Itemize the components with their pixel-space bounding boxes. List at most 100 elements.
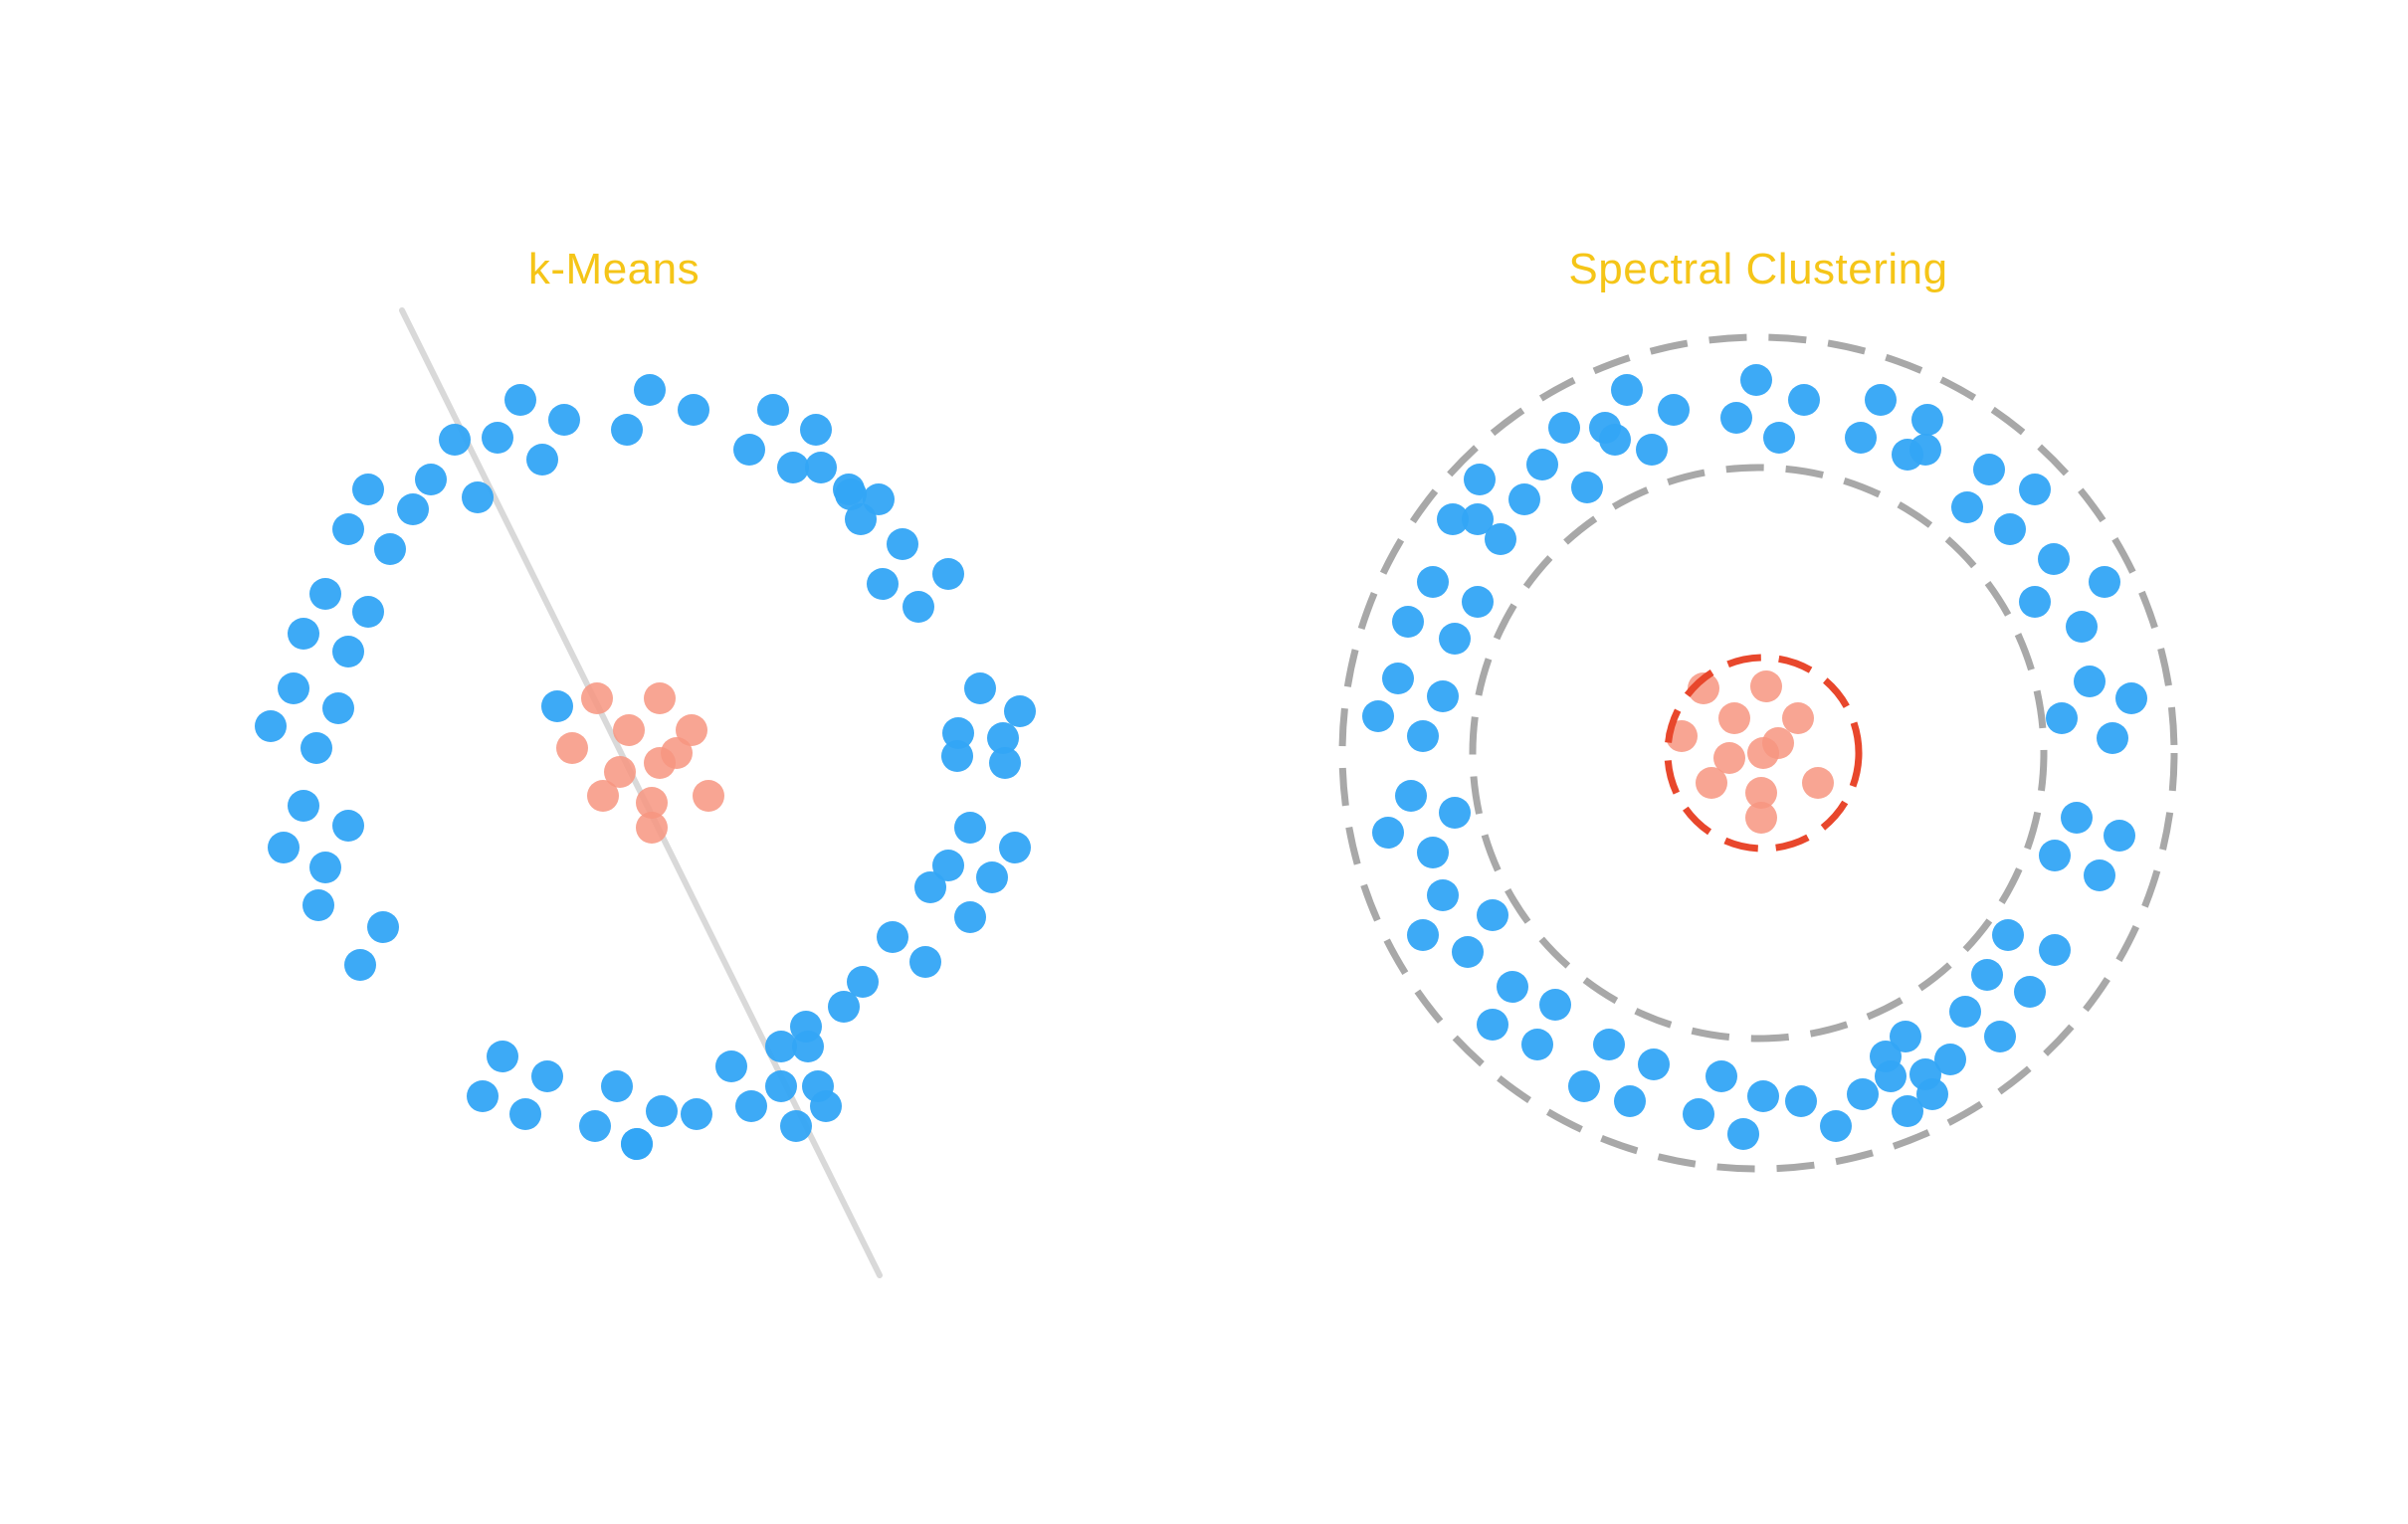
inner-point bbox=[1696, 767, 1727, 799]
outer-point bbox=[467, 1080, 499, 1112]
outer-point bbox=[1636, 434, 1668, 466]
outer-point bbox=[1763, 422, 1795, 454]
outer-point bbox=[2084, 859, 2115, 891]
outer-point bbox=[1508, 483, 1540, 515]
outer-point bbox=[1477, 899, 1508, 931]
outer-point bbox=[1785, 1085, 1817, 1117]
outer-point bbox=[526, 444, 558, 476]
outer-point bbox=[987, 722, 1019, 754]
outer-point bbox=[1909, 434, 1941, 466]
outer-point bbox=[1477, 1009, 1508, 1041]
outer-point bbox=[2066, 611, 2098, 643]
outer-point bbox=[1845, 422, 1877, 454]
outer-point bbox=[611, 414, 643, 446]
kmeans-inner-cluster-points bbox=[556, 682, 724, 844]
outer-point bbox=[715, 1050, 747, 1082]
outer-point bbox=[1911, 404, 1943, 436]
outer-point bbox=[800, 414, 832, 446]
outer-point bbox=[322, 692, 354, 724]
outer-point bbox=[828, 991, 860, 1023]
outer-point bbox=[1611, 374, 1643, 406]
outer-point bbox=[332, 810, 364, 842]
outer-point bbox=[1439, 797, 1471, 829]
outer-point bbox=[765, 1031, 797, 1062]
outer-point bbox=[1452, 936, 1484, 968]
spectral-panel bbox=[1338, 333, 2178, 1173]
outer-point bbox=[301, 732, 332, 764]
inner-point bbox=[1747, 737, 1779, 769]
inner-cluster-boundary bbox=[1664, 654, 1863, 853]
outer-point bbox=[646, 1095, 678, 1127]
outer-point bbox=[1916, 1078, 1948, 1110]
outer-point bbox=[1992, 919, 2024, 951]
outer-point bbox=[1865, 384, 1897, 416]
outer-point bbox=[1372, 817, 1404, 849]
outer-point bbox=[954, 901, 986, 933]
outer-point bbox=[932, 850, 964, 881]
outer-point bbox=[579, 1110, 611, 1142]
spectral-outer-ring-points bbox=[1362, 364, 2147, 1150]
outer-ring-inner-boundary bbox=[1469, 464, 2048, 1043]
outer-point bbox=[887, 528, 918, 560]
outer-point bbox=[309, 852, 341, 883]
outer-point bbox=[1934, 1044, 1966, 1075]
kmeans-panel bbox=[255, 307, 1036, 1278]
outer-point bbox=[989, 747, 1021, 779]
outer-point bbox=[1417, 837, 1449, 868]
outer-point bbox=[352, 474, 384, 505]
outer-point bbox=[1994, 513, 2026, 545]
outer-point bbox=[374, 533, 406, 565]
outer-point bbox=[1462, 586, 1494, 618]
outer-point bbox=[2046, 702, 2078, 734]
outer-point bbox=[678, 394, 709, 426]
outer-point bbox=[397, 493, 429, 525]
outer-point bbox=[681, 1098, 712, 1130]
outer-point bbox=[482, 422, 513, 454]
outer-point bbox=[2115, 682, 2147, 714]
outer-point bbox=[1747, 1080, 1779, 1112]
inner-point bbox=[1782, 702, 1814, 734]
outer-point bbox=[2019, 474, 2051, 505]
inner-point bbox=[1745, 802, 1777, 834]
outer-point bbox=[1890, 1021, 1921, 1052]
outer-point bbox=[2097, 722, 2128, 754]
outer-point bbox=[268, 832, 300, 863]
outer-point bbox=[302, 889, 334, 921]
outer-point bbox=[1727, 1118, 1759, 1150]
spectral-inner-cluster-points bbox=[1666, 670, 1834, 834]
outer-point bbox=[765, 1070, 797, 1102]
outer-point bbox=[367, 911, 399, 943]
outer-point bbox=[777, 452, 809, 483]
inner-point bbox=[604, 756, 636, 788]
outer-point bbox=[2061, 802, 2093, 834]
outer-point bbox=[1462, 503, 1494, 535]
outer-point bbox=[1599, 424, 1631, 456]
inner-point bbox=[636, 787, 668, 819]
inner-point bbox=[1745, 777, 1777, 809]
outer-point bbox=[1464, 464, 1496, 495]
outer-point bbox=[288, 618, 319, 650]
inner-point bbox=[1802, 767, 1834, 799]
outer-point bbox=[1658, 394, 1690, 426]
outer-point bbox=[845, 503, 877, 535]
outer-point bbox=[462, 481, 494, 513]
inner-point bbox=[693, 780, 724, 812]
inner-point bbox=[581, 682, 613, 714]
outer-point bbox=[1788, 384, 1820, 416]
outer-point bbox=[2014, 976, 2046, 1008]
outer-point bbox=[1706, 1060, 1737, 1092]
inner-point bbox=[1688, 672, 1719, 704]
outer-point bbox=[531, 1060, 563, 1092]
outer-point bbox=[1539, 989, 1571, 1021]
inner-point bbox=[613, 714, 645, 746]
outer-point bbox=[1973, 454, 2005, 485]
outer-point bbox=[509, 1098, 541, 1130]
outer-point bbox=[1614, 1085, 1646, 1117]
outer-point bbox=[780, 1110, 812, 1142]
outer-point bbox=[1740, 364, 1772, 396]
outer-point bbox=[255, 710, 287, 742]
outer-point bbox=[932, 558, 964, 590]
outer-point bbox=[792, 1031, 824, 1062]
outer-point bbox=[601, 1070, 633, 1102]
